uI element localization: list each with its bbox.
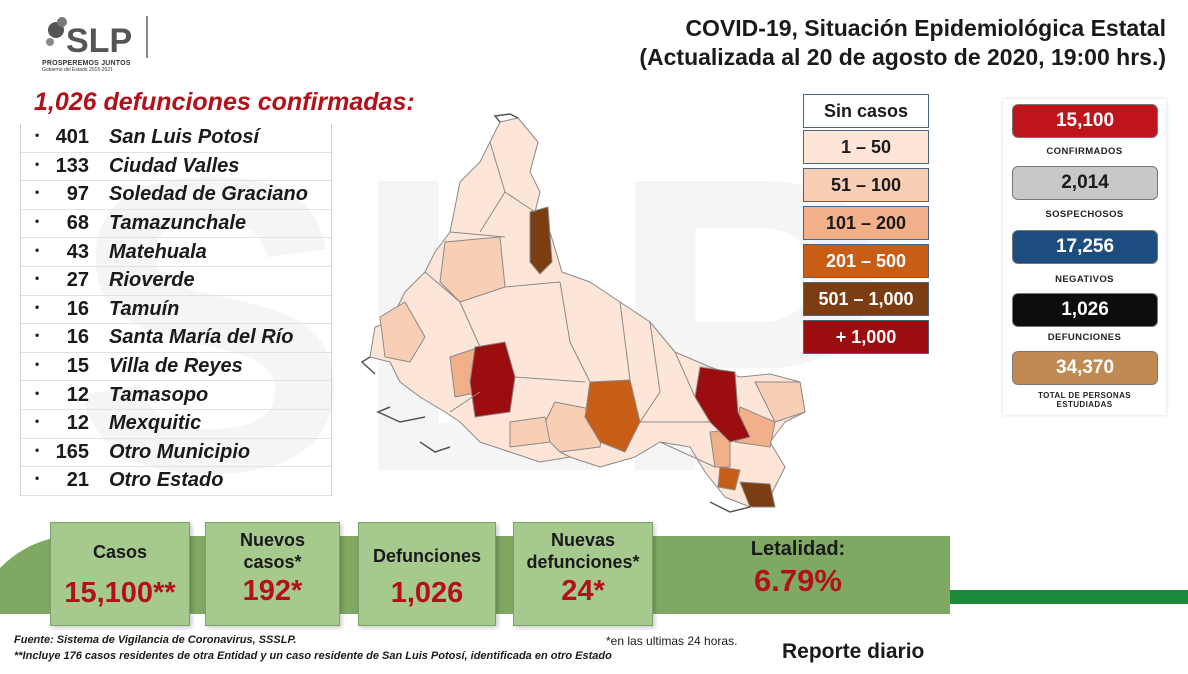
deaths-count: 133 [21, 155, 109, 178]
stat-label: NEGATIVOS [1055, 274, 1114, 285]
stat-label: SOSPECHOSOS [1045, 209, 1124, 220]
stat-value: 15,100 [1012, 104, 1158, 138]
legend-item: Sin casos [803, 94, 929, 128]
legend-item: 101 – 200 [803, 206, 929, 240]
card-nuevas-defunciones-value: 24* [561, 575, 605, 607]
card-casos: Casos 15,100** [50, 522, 190, 626]
card-defunciones: Defunciones 1,026 [358, 522, 496, 626]
map-region-501-1000-a [529, 206, 553, 275]
state-map [360, 113, 806, 513]
stat-label: TOTAL DE PERSONAS [1037, 391, 1132, 400]
stat-value: 17,256 [1012, 230, 1158, 264]
deaths-municipality: Soledad de Graciano [109, 183, 308, 206]
deaths-count: 16 [21, 298, 109, 321]
legend-item: + 1,000 [803, 320, 929, 354]
legend-item: 201 – 500 [803, 244, 929, 278]
card-defunciones-value: 1,026 [390, 577, 464, 609]
card-casos-value: 15,100** [64, 577, 176, 609]
deaths-count: 165 [21, 441, 109, 464]
map-region-51-100-d [754, 381, 806, 423]
deaths-municipality: Tamasopo [109, 383, 209, 406]
card-defunciones-label: Defunciones [372, 546, 482, 566]
stats-panel: 15,100 CONFIRMADOS 2,014 SOSPECHOSOS 17,256 N… [1003, 99, 1166, 415]
deaths-count: 97 [21, 183, 109, 206]
card-casos-label: Casos [92, 542, 148, 562]
letalidad-value: 6.79% [754, 563, 842, 598]
deaths-municipality: Matehuala [109, 240, 207, 263]
footer-source: Fuente: Sistema de Vigilancia de Coronav… [14, 634, 297, 646]
stat-value: 34,370 [1012, 351, 1158, 385]
legend-item: 1 – 50 [803, 130, 929, 164]
deaths-count: 68 [21, 212, 109, 235]
stat-label: ESTUDIADAS [1056, 400, 1113, 409]
deaths-count: 43 [21, 241, 109, 264]
footer-asterisk-note: *en las ultimas 24 horas. [606, 634, 738, 648]
deaths-heading: 1,026 defunciones confirmadas: [34, 88, 415, 116]
map-region-1000-plus-b [694, 366, 751, 443]
map-region-51-100-b [379, 301, 426, 363]
deaths-municipality: Tamuín [109, 297, 180, 320]
footer-note: **Incluye 176 casos residentes de otra E… [14, 650, 612, 662]
logo-tagline: PROSPEREMOS JUNTOS [42, 60, 131, 67]
deaths-count: 401 [21, 126, 109, 149]
letalidad-label: Letalidad: [750, 538, 846, 560]
slp-logo: SLP PROSPEREMOS JUNTOS Gobierno del Esta… [42, 12, 154, 73]
svg-text:SLP: SLP [66, 22, 132, 60]
deaths-municipality: Santa María del Río [109, 326, 294, 349]
map-region-51-100-e [509, 416, 551, 448]
stat-value: 2,014 [1012, 166, 1158, 200]
map-region-51-100-a [439, 236, 506, 303]
deaths-municipality: San Luis Potosí [109, 126, 260, 149]
page-title: COVID-19, Situación Epidemiológica Estat… [639, 14, 1166, 72]
deaths-count: 21 [21, 469, 109, 492]
letalidad-block: Letalidad: 6.79% [700, 538, 896, 599]
deaths-count: 27 [21, 269, 109, 292]
legend-item: 51 – 100 [803, 168, 929, 202]
card-nuevas-defunciones-label-1: Nuevas [550, 530, 616, 550]
deaths-municipality: Villa de Reyes [109, 355, 243, 378]
card-nuevos-casos-value: 192* [242, 575, 303, 607]
logo-subtitle: Gobierno del Estado 2015-2021 [42, 67, 113, 73]
deaths-municipality: Rioverde [109, 269, 195, 292]
map-region-1000-plus-a [469, 341, 516, 418]
deaths-municipality: Otro Municipio [109, 440, 251, 463]
stat-label: CONFIRMADOS [1046, 146, 1123, 157]
deaths-count: 12 [21, 384, 109, 407]
stat-value: 1,026 [1012, 293, 1158, 327]
card-nuevos-casos-label-2: casos* [243, 552, 302, 572]
deaths-municipality: Tamazunchale [109, 212, 247, 235]
card-nuevas-defunciones: Nuevas defunciones* 24* [513, 522, 653, 626]
report-label: Reporte diario [782, 640, 925, 663]
deaths-count: 15 [21, 355, 109, 378]
card-nuevos-casos-label-1: Nuevos [239, 530, 306, 550]
map-region-201-500-b [717, 466, 741, 491]
deaths-count: 16 [21, 326, 109, 349]
deaths-municipality: Ciudad Valles [109, 154, 240, 177]
stat-label: DEFUNCIONES [1047, 332, 1122, 343]
deaths-count: 12 [21, 412, 109, 435]
card-nuevos-casos: Nuevos casos* 192* [205, 522, 340, 626]
map-region-501-1000-b [739, 481, 776, 508]
deaths-municipality: Otro Estado [109, 469, 224, 492]
card-nuevas-defunciones-label-2: defunciones* [526, 552, 640, 572]
title-line-2: (Actualizada al 20 de agosto de 2020, 19… [639, 44, 1166, 70]
slp-logo-icon: SLP [46, 16, 148, 60]
title-line-1: COVID-19, Situación Epidemiológica Estat… [685, 15, 1166, 41]
deaths-municipality: Mexquitic [109, 412, 202, 435]
legend-item: 501 – 1,000 [803, 282, 929, 316]
